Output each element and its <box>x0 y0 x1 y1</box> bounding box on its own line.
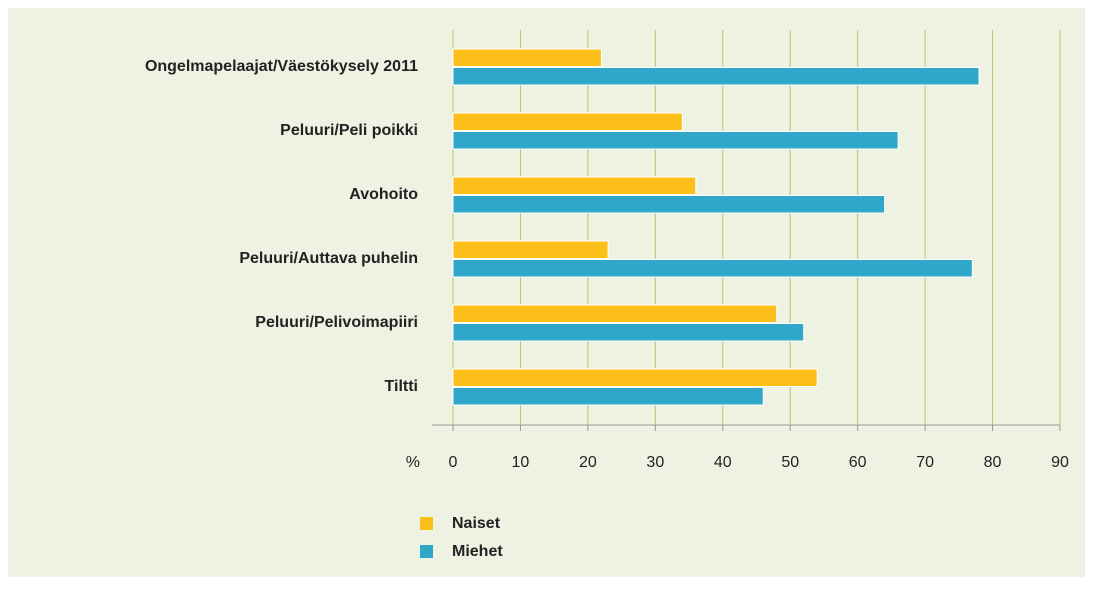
x-tick-label: 0 <box>449 454 458 471</box>
bar <box>452 176 697 195</box>
x-tick-label: 90 <box>1051 454 1069 471</box>
x-tick-label: 80 <box>984 454 1002 471</box>
legend-label: Naiset <box>452 515 501 532</box>
bar <box>452 131 899 150</box>
bar <box>452 368 818 387</box>
x-tick-label: 30 <box>646 454 664 471</box>
legend-label: Miehet <box>452 543 503 560</box>
background <box>8 8 1085 577</box>
x-tick-label: 50 <box>781 454 799 471</box>
y-tick-label: Peluuri/Peli poikki <box>280 122 418 139</box>
bar <box>452 304 778 323</box>
bar <box>452 48 602 67</box>
y-tick-label: Tiltti <box>385 378 418 395</box>
x-tick-label: 40 <box>714 454 732 471</box>
x-tick-label: 60 <box>849 454 867 471</box>
legend-swatch <box>420 517 433 530</box>
bar <box>452 67 980 86</box>
y-tick-label: Peluuri/Pelivoimapiiri <box>255 314 418 331</box>
y-tick-label: Ongelmapelaajat/Väestökysely 2011 <box>145 58 418 75</box>
bar <box>452 387 764 406</box>
y-tick-label: Peluuri/Auttava puhelin <box>239 250 418 267</box>
bar <box>452 195 886 214</box>
x-tick-label: 20 <box>579 454 597 471</box>
x-axis-label: % <box>406 454 420 471</box>
bar <box>452 240 609 259</box>
x-tick-label: 10 <box>512 454 530 471</box>
bar <box>452 259 973 278</box>
legend-swatch <box>420 545 433 558</box>
y-tick-label: Avohoito <box>349 186 418 203</box>
bar <box>452 112 683 131</box>
x-tick-label: 70 <box>916 454 934 471</box>
bar <box>452 323 805 342</box>
